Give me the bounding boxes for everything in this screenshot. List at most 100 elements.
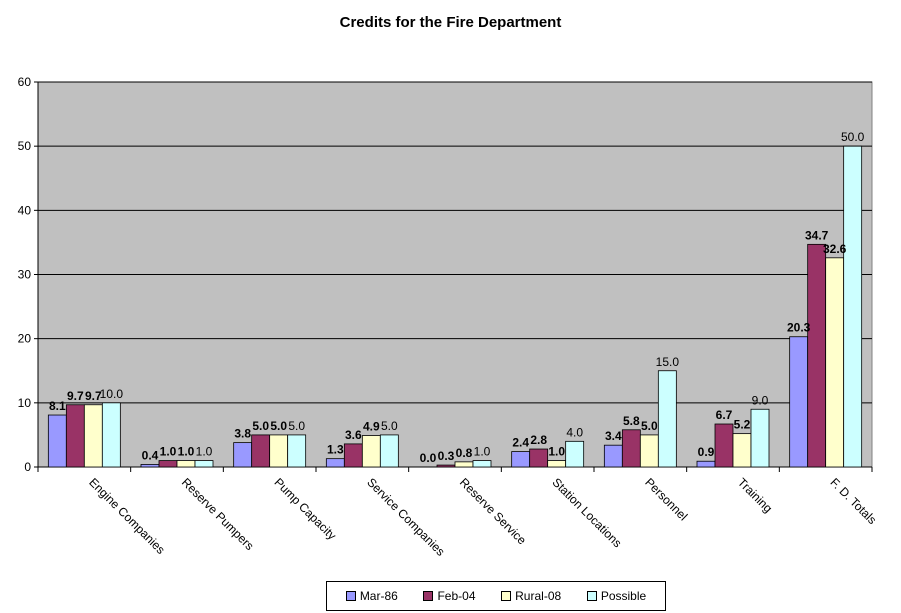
- bar: [565, 440, 585, 468]
- legend-item: Mar-86: [345, 589, 398, 603]
- data-label: 1.0: [178, 445, 195, 459]
- bar: [657, 370, 677, 468]
- data-label: 0.4: [142, 448, 159, 462]
- bar: [511, 451, 531, 468]
- data-label: 3.8: [234, 427, 251, 441]
- bar: [251, 434, 271, 468]
- legend-swatch: [345, 591, 356, 601]
- bar: [158, 460, 178, 468]
- data-label: 9.0: [752, 393, 769, 407]
- data-label: 9.7: [67, 389, 84, 403]
- y-tick-label: 40: [18, 203, 32, 217]
- x-tick-label: F. D. Totals: [828, 475, 880, 527]
- x-tick-label: Reserve Pumpers: [179, 475, 257, 553]
- bar: [454, 461, 474, 468]
- data-label: 3.6: [345, 428, 362, 442]
- y-tick-label: 20: [18, 332, 32, 346]
- data-label: 1.0: [548, 445, 565, 459]
- y-tick-label: 0: [24, 460, 31, 474]
- bar: [47, 414, 67, 468]
- data-label: 1.0: [196, 445, 213, 459]
- data-label: 1.0: [474, 445, 491, 459]
- bar: [603, 444, 623, 468]
- bar: [639, 434, 659, 468]
- bar: [361, 435, 381, 468]
- data-label: 5.2: [734, 418, 751, 432]
- bar: [843, 145, 863, 468]
- data-label: 5.0: [270, 419, 287, 433]
- bar: [789, 336, 809, 468]
- bar: [547, 460, 567, 468]
- bar: [750, 408, 770, 468]
- bar: [529, 448, 549, 468]
- data-label: 0.8: [456, 446, 473, 460]
- x-tick-label: Pump Capacity: [272, 475, 339, 542]
- bar: [269, 434, 289, 468]
- data-label: 2.4: [512, 436, 529, 450]
- legend-label: Feb-04: [437, 589, 476, 603]
- data-label: 2.8: [530, 433, 547, 447]
- data-label: 9.7: [85, 389, 102, 403]
- data-label: 5.0: [641, 419, 658, 433]
- data-label: 5.0: [288, 419, 305, 433]
- data-label: 20.3: [787, 321, 811, 335]
- data-label: 5.0: [252, 419, 269, 433]
- bar: [343, 443, 363, 468]
- data-label: 1.0: [160, 445, 177, 459]
- bar: [714, 423, 734, 468]
- data-label: 4.0: [566, 425, 583, 439]
- bar: [807, 243, 827, 468]
- y-tick-label: 10: [18, 396, 32, 410]
- x-tick-label: Engine Companies: [86, 475, 168, 557]
- y-tick-label: 50: [18, 139, 32, 153]
- bar: [176, 460, 196, 468]
- data-label: 0.3: [438, 449, 455, 463]
- bar: [194, 460, 214, 468]
- legend-label: Possible: [600, 589, 647, 603]
- data-label: 5.0: [381, 419, 398, 433]
- legend-label: Rural-08: [515, 589, 562, 603]
- bar: [472, 460, 492, 468]
- bar: [140, 464, 160, 468]
- x-tick-label: Service Companies: [364, 475, 447, 558]
- bar: [436, 464, 456, 468]
- data-label: 6.7: [716, 408, 733, 422]
- x-tick-label: Reserve Service: [457, 475, 529, 547]
- data-label: 3.4: [605, 429, 622, 443]
- legend-item: Feb-04: [423, 589, 476, 603]
- legend-swatch: [586, 591, 597, 601]
- data-label: 0.0: [420, 451, 437, 465]
- y-tick-label: 30: [18, 268, 32, 282]
- data-label: 4.9: [363, 420, 380, 434]
- legend-label: Mar-86: [359, 589, 398, 603]
- x-tick-label: Training: [735, 475, 775, 515]
- data-label: 1.3: [327, 443, 344, 457]
- bar: [825, 257, 845, 468]
- x-tick-label: Personnel: [642, 475, 690, 523]
- bar: [621, 429, 641, 468]
- data-label: 5.8: [623, 414, 640, 428]
- bar: [233, 442, 253, 468]
- bar: [83, 404, 103, 468]
- legend-swatch: [423, 591, 434, 601]
- data-label: 8.1: [49, 399, 66, 413]
- data-label: 32.6: [823, 242, 847, 256]
- data-label: 0.9: [698, 445, 715, 459]
- bar: [101, 402, 121, 468]
- bar: [379, 434, 399, 468]
- x-tick-label: Station Locations: [550, 475, 625, 550]
- legend-swatch: [501, 591, 512, 601]
- y-tick-label: 60: [18, 75, 32, 89]
- data-label: 34.7: [805, 228, 829, 242]
- legend-item: Possible: [586, 589, 647, 603]
- bar: [732, 433, 752, 468]
- chart-title: Credits for the Fire Department: [339, 14, 562, 31]
- bar: [287, 434, 307, 468]
- chart-legend: Mar-86 Feb-04 Rural-08 Possible: [326, 581, 666, 611]
- data-label: 10.0: [100, 387, 124, 401]
- bar: [65, 404, 85, 468]
- legend-item: Rural-08: [501, 589, 561, 603]
- bar: [325, 458, 345, 468]
